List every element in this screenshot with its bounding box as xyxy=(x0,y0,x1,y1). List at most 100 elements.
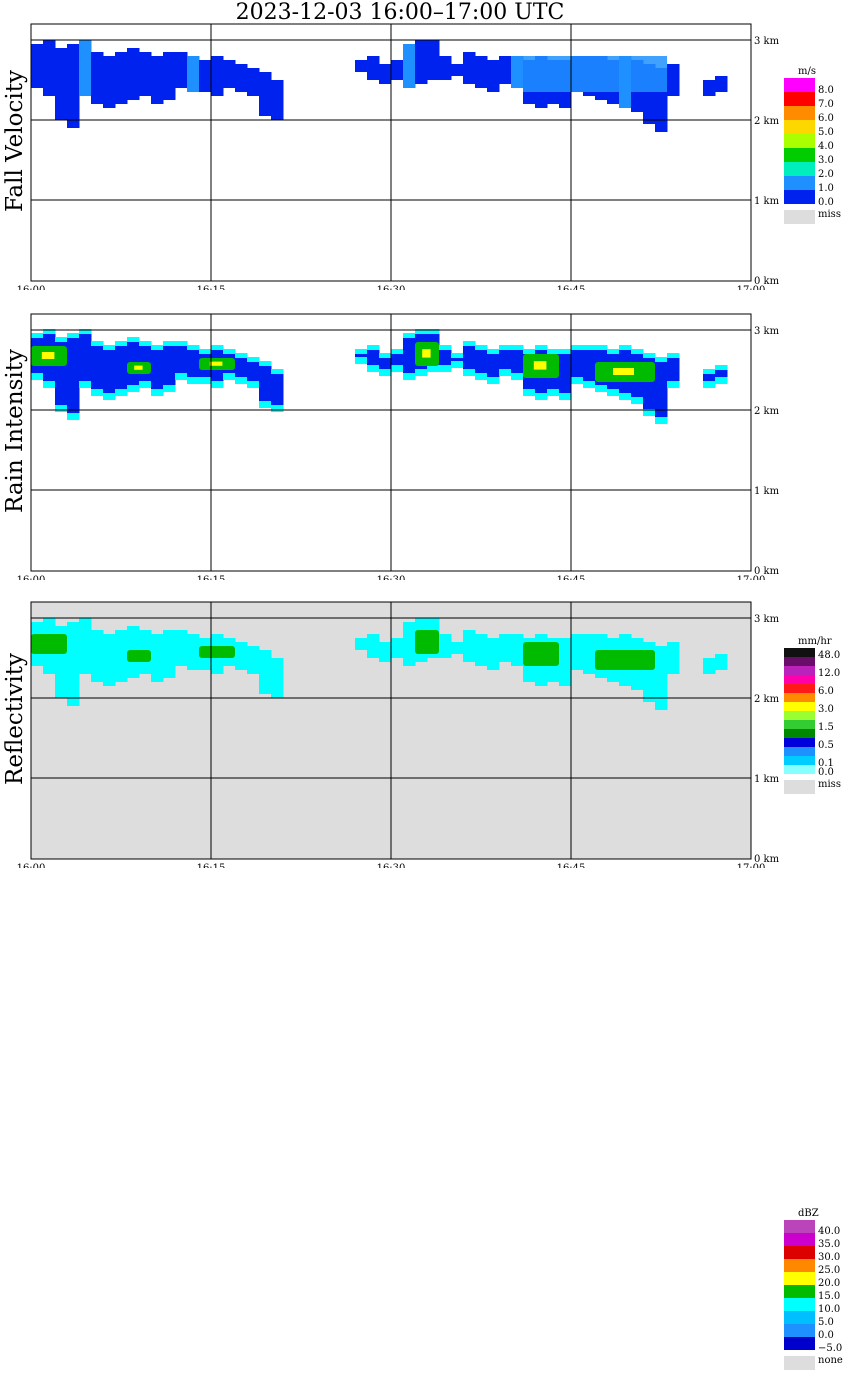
echo-column xyxy=(403,334,416,378)
echo-column xyxy=(487,60,500,92)
echo-column xyxy=(175,342,188,378)
legend-missing-swatch xyxy=(784,1356,815,1370)
reflectivity-legend: dBZ 40.0 35.0 30.0 25.0 20.0 15.0 10.0 5.0 0.0 −5… xyxy=(784,1156,846,1396)
echo-edge xyxy=(175,341,188,346)
rain-intensity-panel: Rain Intensity 16:0016:1516:3016:4517:00… xyxy=(0,290,850,794)
echo-edge xyxy=(355,349,368,354)
echo-edge xyxy=(403,333,416,338)
echo-edge xyxy=(451,353,464,358)
echo-edge xyxy=(475,345,488,350)
echo-edge xyxy=(631,349,644,354)
legend-label: 1.5 xyxy=(818,722,834,733)
echo-edge xyxy=(655,417,668,424)
legend-swatch xyxy=(784,1337,815,1350)
echo-edge xyxy=(547,349,560,354)
echo-edge xyxy=(151,345,164,350)
legend-swatch xyxy=(784,1298,815,1311)
time-tick-label: 16:30 xyxy=(377,863,406,868)
echo-edge xyxy=(595,345,608,350)
echo-column xyxy=(439,634,452,658)
echo-column xyxy=(475,346,488,378)
echo-column xyxy=(79,618,92,674)
echo-column xyxy=(163,342,176,390)
echo-column xyxy=(487,350,500,382)
echo-edge xyxy=(523,349,536,354)
echo-edge xyxy=(487,349,500,354)
echo-edge xyxy=(247,357,260,362)
legend-label: 35.0 xyxy=(818,1239,841,1250)
legend-swatch xyxy=(784,134,815,148)
echo-edge xyxy=(151,389,164,396)
time-tick-label: 16:15 xyxy=(197,863,226,868)
echo-column xyxy=(163,52,176,100)
legend-swatch xyxy=(784,1220,815,1233)
echo-edge xyxy=(643,353,656,358)
echo-edge xyxy=(235,377,248,384)
legend-label: 1.0 xyxy=(818,183,834,194)
legend-label: 2.0 xyxy=(818,169,834,180)
time-tick-label: 16:45 xyxy=(557,575,586,580)
echo-edge xyxy=(415,369,428,376)
legend-swatch xyxy=(784,1324,815,1337)
echo-edge xyxy=(55,405,68,412)
echo-column xyxy=(559,638,572,686)
height-tick-label: 0 km xyxy=(754,854,780,865)
legend-missing-label: miss xyxy=(818,209,841,220)
time-tick-label: 16:00 xyxy=(17,863,46,868)
intense-core xyxy=(595,650,655,670)
echo-edge xyxy=(211,381,224,388)
echo-column xyxy=(499,634,512,662)
height-tick-label: 1 km xyxy=(754,774,780,785)
echo-edge xyxy=(703,369,716,374)
legend-label: 10.0 xyxy=(818,1304,841,1315)
legend-label: 4.0 xyxy=(818,141,834,152)
legend-label: 3.0 xyxy=(818,704,834,715)
echo-edge xyxy=(499,369,512,376)
legend-label: 25.0 xyxy=(818,1265,841,1276)
legend-swatch xyxy=(784,684,815,693)
legend-label: 0.0 xyxy=(818,197,834,208)
echo-column xyxy=(67,622,80,706)
echo-column xyxy=(571,346,584,382)
echo-column xyxy=(703,658,716,674)
echo-column xyxy=(391,60,404,80)
legend-swatch xyxy=(784,106,815,120)
echo-column xyxy=(79,330,92,386)
echo-edge xyxy=(139,381,152,388)
intense-core-peak xyxy=(41,352,55,359)
echo-edge xyxy=(211,345,224,350)
echo-column xyxy=(379,642,392,662)
echo-column xyxy=(103,634,116,686)
legend-swatch xyxy=(784,148,815,162)
echo-edge xyxy=(571,377,584,384)
echo-column xyxy=(247,358,260,386)
legend-label: 30.0 xyxy=(818,1252,841,1263)
echo-column xyxy=(151,56,164,104)
fall-velocity-panel: Fall Velocity 16:0016:1516:3016:4517:003… xyxy=(0,0,850,290)
legend-label: 0.0 xyxy=(818,767,834,778)
echo-column xyxy=(559,350,572,398)
echo-column xyxy=(67,334,80,418)
echo-column xyxy=(175,630,188,666)
time-tick-label: 16:00 xyxy=(17,285,46,290)
legend-label: 15.0 xyxy=(818,1291,841,1302)
height-tick-label: 3 km xyxy=(754,326,780,337)
legend-unit: m/s xyxy=(798,66,816,77)
height-tick-label: 2 km xyxy=(754,694,780,705)
echo-column xyxy=(91,52,104,104)
legend-label: 0.5 xyxy=(818,740,834,751)
echo-column xyxy=(415,40,428,84)
rain-intensity-plot: 16:00 16:15 16:30 16:45 17:00 3 km 2 km 1 km 0 k… xyxy=(17,313,780,580)
legend-label: 3.0 xyxy=(818,155,834,166)
echo-column xyxy=(583,346,596,386)
echo-edge xyxy=(79,381,92,388)
echo-edge xyxy=(559,393,572,400)
height-tick-label: 1 km xyxy=(754,486,780,497)
echo-edge xyxy=(43,329,56,334)
echo-edge xyxy=(547,389,560,396)
time-tick-label: 17:00 xyxy=(737,285,766,290)
echo-edge xyxy=(367,345,380,350)
echo-column xyxy=(79,40,92,96)
echo-edge xyxy=(391,349,404,354)
echo-column xyxy=(127,48,140,100)
